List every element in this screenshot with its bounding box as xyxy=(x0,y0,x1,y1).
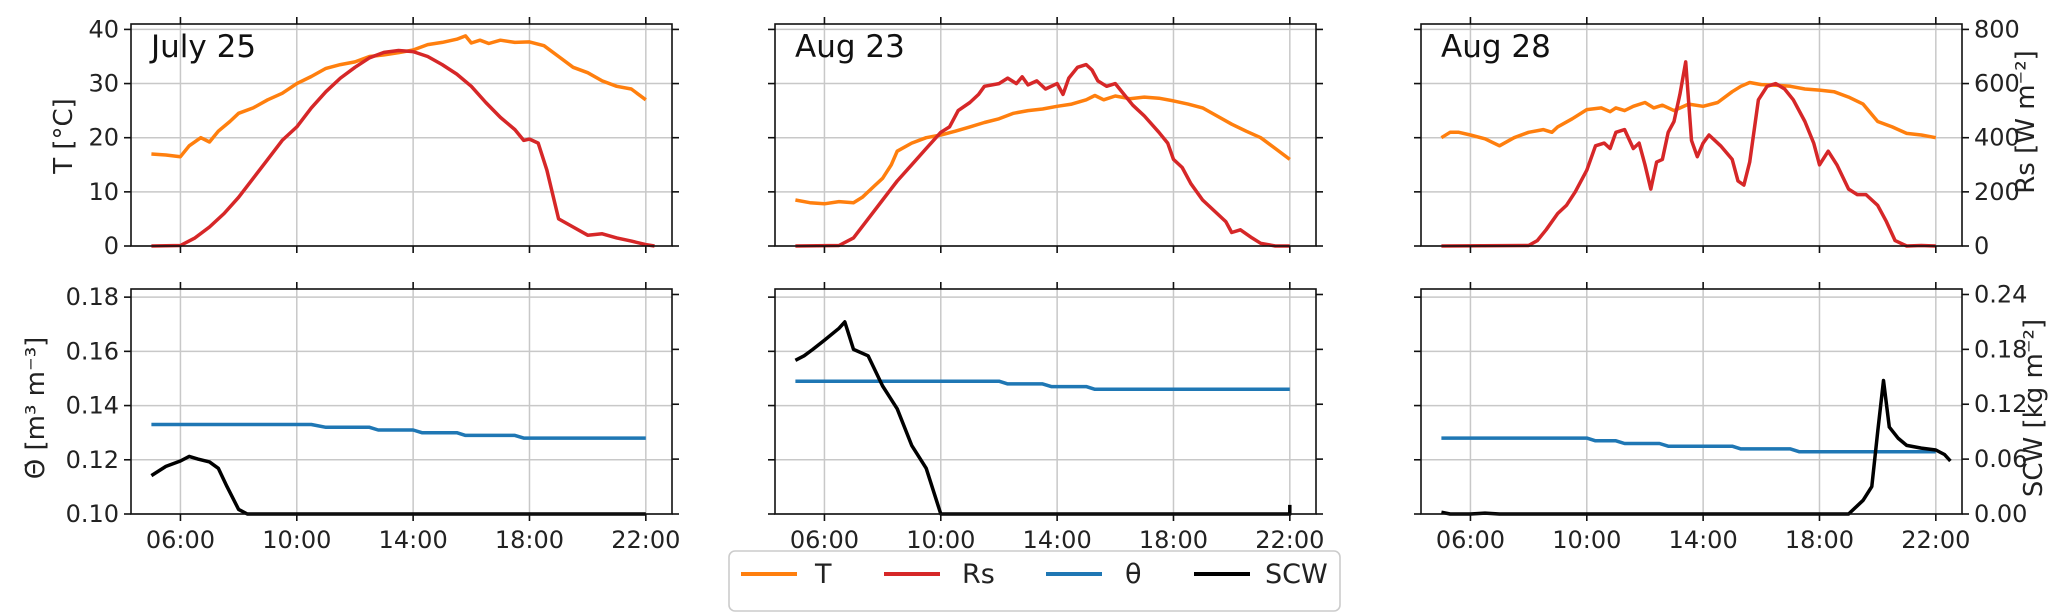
y-tick-label-left: 40 xyxy=(88,15,119,43)
x-tick-label: 14:00 xyxy=(1669,526,1738,554)
plot-frame xyxy=(774,288,1317,515)
y-tick-label-left: 0.16 xyxy=(66,337,119,365)
series-line-rs xyxy=(151,48,655,248)
x-tick-label: 22:00 xyxy=(611,526,680,554)
top-panel-3: 0 200 400 600 800 Aug 28 xyxy=(1414,15,2020,260)
y-tick-label-left: 0.12 xyxy=(66,446,119,474)
series-line-scw xyxy=(150,454,646,516)
x-tick-label: 22:00 xyxy=(1255,526,1324,554)
x-tick-label: 18:00 xyxy=(1785,526,1854,554)
y-tick-label-left: 30 xyxy=(88,70,119,98)
legend-label-rs: Rs xyxy=(962,559,995,590)
x-tick-label: 22:00 xyxy=(1901,526,1970,554)
y-axis-label-scw: SCW [kg m⁻²] xyxy=(2019,319,2049,497)
bottom-panel-1: 06:00 10:00 14:00 18:00 22:00 0.10 0.12 0.14 0.1… xyxy=(66,282,680,554)
y-tick-label-right: 0.06 xyxy=(1974,445,2027,473)
x-tick-label: 10:00 xyxy=(262,526,331,554)
y-tick-label-right: 0.12 xyxy=(1974,390,2027,418)
y-tick-label-right: 600 xyxy=(1974,70,2020,98)
legend: T Rs θ SCW xyxy=(728,550,1341,612)
legend-label-theta: θ xyxy=(1125,559,1142,590)
x-tick-label: 10:00 xyxy=(1552,526,1621,554)
y-tick-label-left: 0.18 xyxy=(66,283,119,311)
x-tick-label: 06:00 xyxy=(1436,526,1505,554)
y-tick-label-right: 0.24 xyxy=(1974,280,2027,308)
y-tick-label-right: 800 xyxy=(1974,15,2020,43)
y-tick-label-right: 0 xyxy=(1974,232,1989,260)
y-tick-label-left: 0.14 xyxy=(66,392,119,420)
series-line-t xyxy=(1440,80,1937,148)
x-tick-label: 06:00 xyxy=(146,526,215,554)
top-panel-2: Aug 23 xyxy=(768,17,1323,253)
y-tick-label-right: 0.18 xyxy=(1974,335,2027,363)
y-axis-label-theta: Θ̇ [m³ m⁻³] xyxy=(21,337,51,480)
panel-title: Aug 23 xyxy=(795,29,905,65)
x-tick-label: 14:00 xyxy=(1023,526,1092,554)
bottom-panel-2: 06:00 10:00 14:00 18:00 22:00 xyxy=(768,282,1324,554)
y-tick-label-left: 0 xyxy=(104,232,119,260)
series-line-t xyxy=(795,93,1291,206)
x-tick-label: 14:00 xyxy=(379,526,448,554)
y-tick-label-left: 10 xyxy=(88,178,119,206)
x-tick-label: 18:00 xyxy=(1139,526,1208,554)
legend-label-t: T xyxy=(814,559,832,590)
bottom-panel-3: 06:00 10:00 14:00 18:00 22:000.00 0.06 0.12 0.1… xyxy=(1414,280,2027,554)
x-tick-label: 18:00 xyxy=(495,526,564,554)
y-tick-label-left: 20 xyxy=(88,124,119,152)
y-axis-label-radiation: Rs [W m⁻²] xyxy=(2011,50,2041,194)
series-line-theta xyxy=(151,422,646,440)
legend-label-scw: SCW xyxy=(1265,559,1328,590)
y-tick-label-left: 0.10 xyxy=(66,500,119,528)
y-axis-label-temperature: T [°C] xyxy=(49,98,79,175)
x-tick-label: 06:00 xyxy=(790,526,859,554)
plot-frame xyxy=(130,23,673,247)
y-tick-label-right: 0.00 xyxy=(1974,500,2027,528)
legend-box xyxy=(728,550,1341,612)
series-line-theta xyxy=(795,379,1290,392)
series-line-t xyxy=(151,34,647,159)
top-panel-1: 0 10 20 30 40 July 25 xyxy=(88,15,679,260)
y-tick-label-right: 200 xyxy=(1974,178,2020,206)
series-line-rs xyxy=(1441,60,1936,248)
plot-frame xyxy=(1420,288,1963,515)
series-line-rs xyxy=(795,62,1290,248)
y-tick-label-right: 400 xyxy=(1974,124,2020,152)
panel-title: July 25 xyxy=(149,29,256,65)
plot-frame xyxy=(130,288,673,515)
series-line-theta xyxy=(1441,436,1936,454)
plot-frame xyxy=(1420,23,1963,247)
plot-frame xyxy=(774,23,1317,247)
panel-title: Aug 28 xyxy=(1441,29,1551,65)
x-tick-label: 10:00 xyxy=(906,526,975,554)
series-line-scw xyxy=(794,320,1292,516)
